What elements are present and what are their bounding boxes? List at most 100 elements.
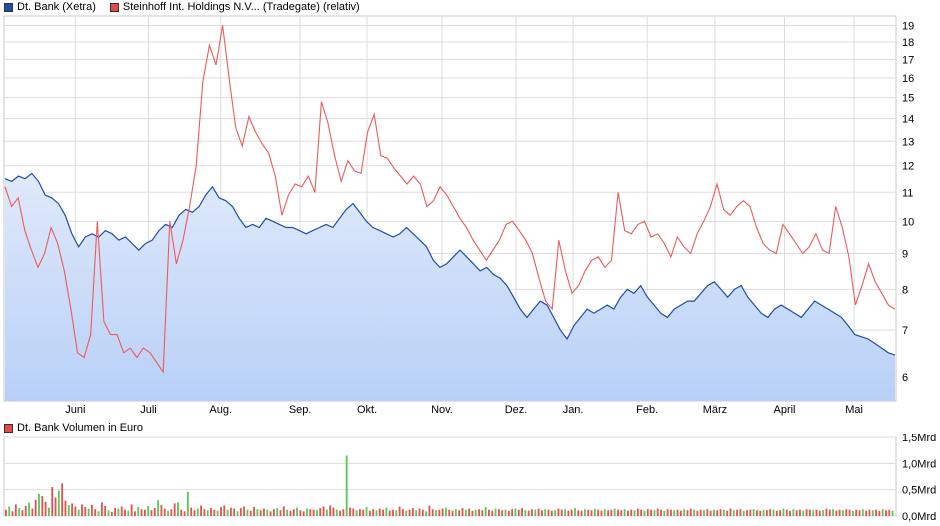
volume-bar <box>885 510 887 516</box>
volume-bar <box>28 502 30 516</box>
volume-bar <box>696 510 699 516</box>
y-tick-label: 16 <box>902 73 914 85</box>
volume-bar <box>587 509 590 516</box>
volume-bar <box>683 509 686 516</box>
volume-bar <box>484 507 487 516</box>
volume-bar <box>676 509 679 516</box>
volume-bar <box>127 510 130 516</box>
volume-bar <box>292 509 295 516</box>
volume-bar <box>792 509 795 516</box>
volume-bar <box>372 509 375 516</box>
volume-tick-label: 0,0Mrd <box>902 511 936 523</box>
volume-bar <box>38 493 40 516</box>
volume-bar <box>488 509 490 516</box>
legend-swatch-volume <box>4 423 13 433</box>
y-tick-label: 15 <box>902 93 914 105</box>
volume-bar <box>388 510 391 516</box>
volume-bar <box>875 509 877 516</box>
volume-bar <box>84 507 87 516</box>
volume-bar <box>170 509 173 516</box>
volume-bar <box>11 511 14 516</box>
volume-bar <box>756 510 758 516</box>
volume-bar <box>607 510 609 516</box>
volume-bar <box>504 509 507 516</box>
volume-bar <box>494 508 497 516</box>
volume-bar <box>249 510 252 516</box>
volume-bar <box>580 510 583 516</box>
volume-tick-label: 1,5Mrd <box>902 434 936 444</box>
volume-bar <box>769 509 772 516</box>
volume-bar <box>279 510 282 516</box>
volume-bar <box>799 509 801 516</box>
volume-bar <box>153 508 156 516</box>
volume-bar <box>474 509 477 516</box>
y-tick-label: 19 <box>902 20 914 32</box>
volume-bar <box>134 511 136 516</box>
volume-bar <box>673 510 676 516</box>
volume-bar <box>693 509 695 516</box>
volume-bar <box>190 507 193 516</box>
volume-bar <box>319 508 322 516</box>
volume-bar <box>239 508 242 516</box>
x-tick-label: April <box>773 404 795 416</box>
volume-bar <box>808 509 811 516</box>
volume-bar <box>97 511 100 516</box>
volume-bar <box>316 510 318 516</box>
volume-bar <box>646 509 649 516</box>
volume-bar <box>398 506 401 516</box>
volume-bar <box>861 509 864 516</box>
legend-item-volume: Dt. Bank Volumen in Euro <box>4 422 143 434</box>
volume-bar <box>670 509 672 516</box>
y-tick-label: 9 <box>902 248 908 260</box>
main-legend: Dt. Bank (Xetra) Steinhoff Int. Holdings… <box>4 0 374 14</box>
volume-bar <box>61 483 64 516</box>
volume-bar <box>732 510 735 516</box>
volume-bar <box>825 508 828 516</box>
volume-bar <box>223 505 226 516</box>
volume-bar <box>266 509 269 516</box>
volume-bar <box>359 509 361 516</box>
volume-bar <box>193 510 196 516</box>
volume-bar <box>120 506 123 516</box>
series-line-steinhoff <box>4 25 896 374</box>
volume-bar <box>805 509 808 516</box>
y-tick-label: 7 <box>902 325 908 337</box>
x-tick-label: Aug. <box>209 404 232 416</box>
volume-bar <box>448 509 451 516</box>
volume-bar <box>845 509 848 516</box>
volume-bar <box>329 505 332 516</box>
volume-bar <box>851 510 854 516</box>
x-tick-label: Juli <box>140 404 157 416</box>
volume-bar <box>5 509 7 516</box>
volume-bar <box>402 509 404 516</box>
volume-bar <box>822 510 825 516</box>
volume-bar <box>431 509 434 516</box>
volume-bar <box>534 509 537 516</box>
volume-bar <box>848 509 851 516</box>
volume-bar <box>617 509 619 516</box>
volume-bar <box>636 508 639 516</box>
volume-bar <box>100 502 103 516</box>
volume-bar <box>554 510 557 516</box>
volume-bar <box>742 510 745 516</box>
volume-bar <box>514 508 517 516</box>
volume-bar <box>54 497 57 516</box>
volume-bar <box>603 509 606 516</box>
volume-bar <box>57 490 60 516</box>
volume-bar <box>445 507 447 516</box>
volume-bar <box>610 509 613 516</box>
y-tick-label: 11 <box>902 187 913 199</box>
volume-bar <box>216 510 219 516</box>
volume-bar <box>570 509 573 516</box>
volume-bar <box>14 504 17 516</box>
volume-bar <box>375 510 378 516</box>
volume-plot-area <box>3 436 897 517</box>
volume-bar <box>789 510 791 516</box>
volume-bar <box>550 510 553 516</box>
y-tick-label: 18 <box>902 37 914 49</box>
volume-bar <box>246 509 249 516</box>
x-tick-label: Dez. <box>505 404 528 416</box>
volume-bar <box>451 510 454 516</box>
volume-bar <box>296 507 298 516</box>
volume-bar <box>590 510 593 516</box>
